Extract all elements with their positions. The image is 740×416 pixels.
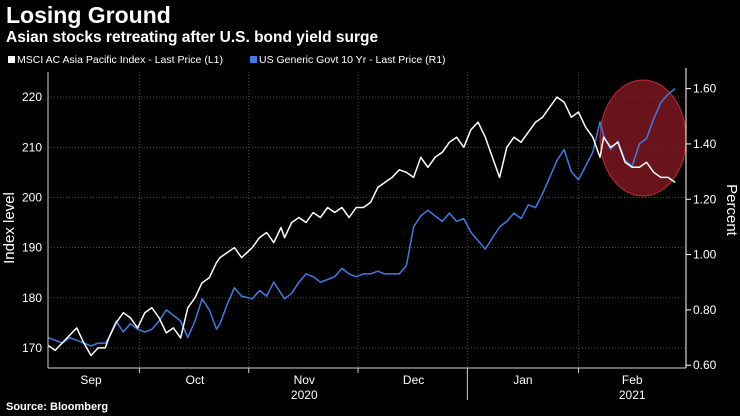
y-left-tick-label: 210 — [22, 140, 42, 154]
x-month-label: Dec — [403, 373, 424, 387]
y-left-tick-label: 220 — [22, 90, 42, 104]
legend: MSCI AC Asia Pacific Index - Last Price … — [8, 54, 446, 66]
legend-label-msci: MSCI AC Asia Pacific Index - Last Price … — [17, 54, 223, 66]
chart-title: Losing Ground — [6, 2, 171, 28]
series-layer — [47, 88, 676, 357]
y-right-tick-label: 0.60 — [693, 358, 717, 372]
y-right-axis-title: Percent — [723, 184, 740, 237]
series-line-us-10yr-yield — [47, 88, 676, 347]
legend-swatch-yield — [250, 56, 257, 63]
legend-swatch-msci — [8, 56, 15, 63]
x-month-label: Feb — [622, 373, 643, 387]
legend-label-yield: US Generic Govt 10 Yr - Last Price (R1) — [259, 54, 446, 66]
grid-lines — [48, 72, 686, 368]
y-right-tick-label: 1.60 — [693, 82, 717, 96]
x-month-label: Oct — [186, 373, 205, 387]
x-year-label: 2020 — [291, 388, 318, 402]
y-left-tick-label: 200 — [22, 190, 42, 204]
axes-layer: 170 180 190 200 210 220 0.60 0.80 1.00 1.20 1.40 1.… — [1, 68, 740, 402]
y-right-tick-label: 1.20 — [693, 192, 717, 206]
highlight-layer — [599, 79, 687, 197]
y-right-tick-label: 0.80 — [693, 303, 717, 317]
y-right-tick-label: 1.00 — [693, 248, 717, 262]
y-left-tick-label: 190 — [22, 241, 42, 255]
x-month-label: Nov — [294, 373, 315, 387]
y-left-tick-label: 180 — [22, 291, 42, 305]
x-year-label: 2021 — [619, 388, 646, 402]
highlight-ellipse — [599, 79, 687, 197]
x-month-label: Jan — [513, 373, 532, 387]
y-left-axis-title: Index level — [1, 192, 18, 264]
y-left-tick-label: 170 — [22, 341, 42, 355]
source-note: Source: Bloomberg — [6, 401, 109, 413]
chart-subtitle: Asian stocks retreating after U.S. bond … — [6, 29, 379, 46]
x-month-label: Sep — [80, 373, 102, 387]
y-right-tick-label: 1.40 — [693, 137, 717, 151]
series-line-msci-asia-pacific — [47, 96, 676, 357]
